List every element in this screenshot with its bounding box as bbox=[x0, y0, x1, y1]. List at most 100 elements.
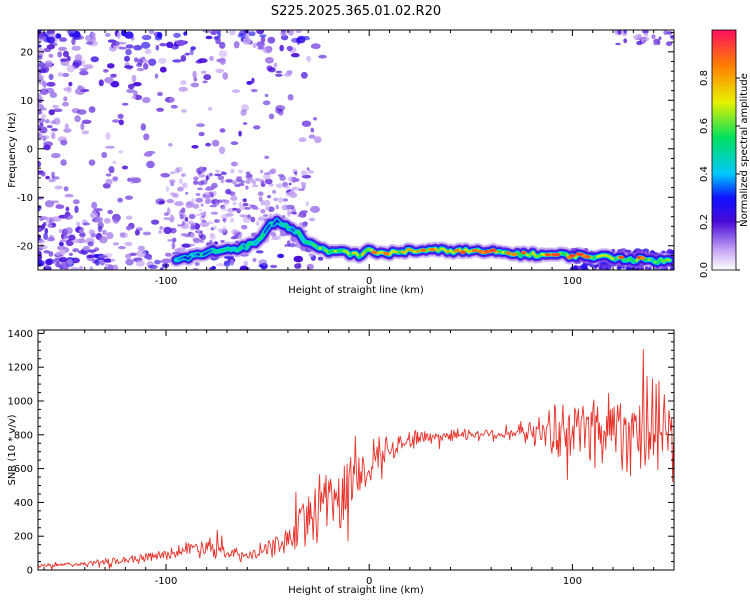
spectrogram-cell bbox=[231, 161, 238, 167]
spectrogram-cell bbox=[279, 44, 285, 52]
spectrogram-cell bbox=[76, 109, 87, 115]
spectrogram-cell bbox=[264, 178, 273, 185]
snr-y-label: SNR (10 * v/v) bbox=[7, 414, 18, 485]
spectrogram-cell bbox=[105, 145, 115, 149]
ridge-peak bbox=[420, 248, 427, 252]
spectrogram-cell bbox=[195, 192, 201, 197]
spectrogram-cell bbox=[318, 54, 327, 59]
spectrogram-cell bbox=[203, 211, 207, 218]
spectrogram-cell bbox=[264, 155, 270, 159]
spectrogram-cell bbox=[38, 204, 42, 211]
spectrogram-cell bbox=[252, 258, 257, 262]
spectrogram-cell bbox=[262, 46, 272, 54]
x-tick-label: -100 bbox=[155, 276, 178, 287]
spectrogram-cell bbox=[143, 152, 153, 157]
spectrogram-cell bbox=[212, 226, 217, 230]
spectrogram-cell bbox=[104, 32, 111, 37]
spectrogram-cell bbox=[70, 267, 80, 270]
spectrogram-cell bbox=[296, 214, 304, 218]
spectrogram-cell bbox=[600, 265, 606, 269]
spectrogram-cell bbox=[77, 85, 83, 91]
spectrogram-cell bbox=[160, 173, 170, 178]
spectrogram-cell bbox=[141, 34, 152, 41]
spectrogram-cell bbox=[90, 56, 99, 63]
y-tick-label: 1200 bbox=[8, 363, 33, 374]
spectrogram-cell bbox=[52, 200, 59, 204]
spectrogram-cell bbox=[38, 95, 43, 101]
spectrogram-cell bbox=[146, 160, 155, 169]
spectrogram-cell bbox=[191, 198, 195, 205]
spectrogram-cell bbox=[154, 259, 161, 265]
spectrogram-cell bbox=[290, 242, 295, 248]
spectrogram-cell bbox=[43, 250, 50, 254]
spectrogram-cell bbox=[233, 41, 240, 49]
spectrogram-cell bbox=[48, 53, 54, 58]
spectrogram-cell bbox=[63, 87, 72, 92]
spectrogram-cell bbox=[243, 207, 251, 210]
spectrogram-cell bbox=[286, 45, 293, 52]
spectrogram-cell bbox=[218, 146, 226, 155]
spectrogram-cell bbox=[308, 253, 314, 258]
spectrogram-cell bbox=[282, 181, 288, 188]
ridge-peak bbox=[618, 255, 625, 260]
spectrogram-cell bbox=[72, 59, 82, 67]
spectrogram-cell bbox=[192, 70, 197, 79]
spectrogram-cell bbox=[142, 231, 152, 236]
spectrogram-cell bbox=[256, 221, 260, 226]
spectrogram-cell bbox=[287, 30, 294, 36]
spectrogram-cell bbox=[148, 58, 157, 66]
spectrogram-cell bbox=[46, 216, 55, 224]
spectrogram-cell bbox=[258, 264, 264, 267]
ridge-segment bbox=[665, 258, 672, 262]
spectrogram-cell bbox=[163, 217, 171, 221]
spectrogram-cell bbox=[125, 195, 133, 200]
spectrogram-cell bbox=[44, 200, 55, 208]
spectrogram-cell bbox=[83, 245, 90, 251]
spectrogram-cell bbox=[51, 132, 56, 140]
spectrogram-cell bbox=[194, 261, 200, 266]
spectrogram-cell bbox=[112, 176, 119, 182]
spectrogram-cell bbox=[205, 175, 209, 181]
spectrogram-cell bbox=[158, 230, 163, 234]
spectrogram-cell bbox=[653, 38, 660, 44]
spectrogram-cell bbox=[97, 226, 103, 233]
spectrogram-cell bbox=[50, 33, 57, 38]
spectrogram-cell bbox=[239, 213, 246, 218]
spectrogram-cell bbox=[39, 122, 44, 127]
spectrogram-cell bbox=[160, 267, 164, 270]
spectrogram-cell bbox=[223, 201, 229, 207]
spectrogram-cell bbox=[190, 82, 200, 88]
spectrogram-cell bbox=[251, 205, 258, 210]
spectrogram-cell bbox=[71, 45, 81, 51]
spectrogram-cell bbox=[669, 35, 674, 39]
spectrogram-cell bbox=[53, 117, 61, 125]
spectrogram-cell bbox=[281, 204, 290, 211]
spectrogram-cell bbox=[38, 240, 46, 244]
spectrogram-cell bbox=[90, 233, 97, 238]
spectrogram-cell bbox=[60, 261, 68, 268]
spectrogram-cell bbox=[116, 32, 121, 39]
spectrogram-cell bbox=[156, 107, 165, 112]
ridge-peak bbox=[511, 252, 518, 257]
spectrogram-cell bbox=[251, 178, 255, 183]
y-tick-label: 0 bbox=[27, 566, 33, 577]
spectrogram-cell bbox=[62, 72, 70, 78]
spectrogram-cell bbox=[38, 126, 48, 134]
spectrogram-cell bbox=[58, 228, 63, 234]
spectrogram-cell bbox=[262, 100, 271, 106]
spectrogram-cell bbox=[103, 69, 109, 73]
spectrogram-cell bbox=[181, 220, 185, 227]
spectrogram-cell bbox=[118, 150, 124, 154]
spectrogram-cell bbox=[189, 232, 195, 238]
spectrogram-cell bbox=[58, 46, 67, 52]
spectrogram-cell bbox=[89, 266, 94, 270]
spectrogram-cell bbox=[121, 102, 129, 106]
spectrogram-cell bbox=[264, 57, 274, 64]
spectrogram-cell bbox=[182, 182, 188, 189]
spectrogram-cell bbox=[275, 108, 283, 114]
ridge-peak bbox=[639, 256, 646, 260]
y-tick-label: 10 bbox=[20, 96, 33, 107]
colorbar-ticks: 0.0 0.2 0.4 0.6 0.8 bbox=[699, 70, 740, 278]
spectrogram-cell bbox=[169, 171, 176, 175]
spectrogram-cell bbox=[74, 205, 79, 214]
